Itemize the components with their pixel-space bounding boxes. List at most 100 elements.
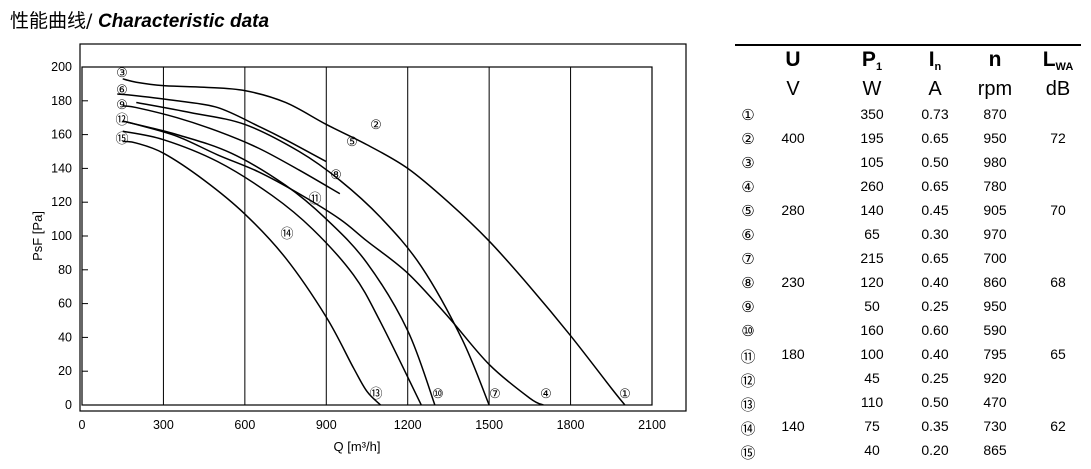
table-row: ⑪ 180 100 0.40 795 65 [735,346,1081,370]
characteristic-curve [122,105,341,195]
x-tick-label: 1200 [394,418,422,432]
cell-speed: 950 [983,298,1007,314]
table-row: ⑨ 50 0.25 950 [735,298,1081,322]
cell-speed: 470 [983,394,1007,410]
characteristic-curve [122,140,382,406]
cell-speed: 980 [983,154,1007,170]
cell-power: 100 [860,346,884,362]
cell-power: 120 [860,274,884,290]
y-tick-label: 160 [51,128,72,142]
header-subscript: WA [1055,61,1074,73]
header-unit: rpm [977,78,1013,100]
table-row: ⑭ 140 75 0.35 730 62 [735,418,1081,442]
table-header-names: U P1 In n LWA [735,48,1081,78]
curve-label: ⑪ [308,191,321,206]
row-id: ① [741,106,755,124]
y-tick-label: 0 [65,398,72,412]
cell-sound: 62 [1050,418,1066,434]
curve-label: ⑧ [330,167,342,182]
cell-power: 50 [864,298,880,314]
header-subscript: 1 [875,61,883,73]
page-title: 性能曲线/ Characteristic data [10,6,269,33]
header-symbol: I [928,48,935,71]
y-tick-label: 120 [51,195,72,209]
cell-power: 105 [860,154,884,170]
x-axis-label: Q [m³/h] [334,439,381,454]
x-tick-label: 1800 [557,418,585,432]
cell-speed: 870 [983,106,1007,122]
cell-current: 0.35 [921,418,949,434]
cell-current: 0.73 [921,106,949,122]
row-id: ⑬ [740,396,756,414]
row-id: ⑨ [741,298,755,316]
y-axis-label: PsF [Pa] [30,211,45,261]
header-symbol: n [988,48,1002,71]
title-english: Characteristic data [97,11,270,32]
title-chinese: 性能曲线/ [10,10,93,32]
table-row: ① 350 0.73 870 [735,106,1081,130]
header-subscript: n [934,61,942,73]
header-unit: W [862,78,882,100]
cell-voltage: 180 [781,346,805,362]
row-id: ③ [741,154,755,172]
cell-voltage: 280 [781,202,805,218]
cell-power: 260 [860,178,884,194]
cell-current: 0.65 [921,130,949,146]
cell-power: 65 [864,226,880,242]
cell-power: 195 [860,130,884,146]
header-symbol: P [861,48,876,71]
cell-speed: 920 [983,370,1007,386]
row-id: ⑩ [741,322,755,340]
header-i: In [915,48,955,73]
x-tick-label: 1500 [475,418,503,432]
cell-current: 0.20 [921,442,949,458]
header-p: P1 [847,48,897,73]
start-label: ⑨ [116,97,128,112]
header-unit: dB [1045,78,1071,100]
end-label: ① [619,386,631,401]
table-row: ⑬ 110 0.50 470 [735,394,1081,418]
characteristic-curve [136,101,490,406]
cell-speed: 780 [983,178,1007,194]
row-id: ⑧ [741,274,755,292]
cell-voltage: 140 [781,418,805,434]
header-n: n [973,48,1017,72]
y-tick-label: 180 [51,94,72,108]
cell-current: 0.45 [921,202,949,218]
cell-current: 0.60 [921,322,949,338]
header-unit: A [928,78,942,100]
cell-speed: 700 [983,250,1007,266]
table-row: ⑤ 280 140 0.45 905 70 [735,202,1081,226]
y-tick-label: 40 [58,330,72,344]
end-label: ⑩ [432,386,444,401]
curve-label: ⑭ [280,226,293,241]
cell-speed: 905 [983,202,1007,218]
cell-current: 0.50 [921,154,949,170]
cell-current: 0.25 [921,298,949,314]
table-row: ⑥ 65 0.30 970 [735,226,1081,250]
cell-power: 75 [864,418,880,434]
y-tick-label: 80 [58,263,72,277]
start-label: ⑫ [115,112,128,127]
cell-power: 140 [860,202,884,218]
cell-current: 0.40 [921,274,949,290]
row-id: ④ [741,178,755,196]
start-label: ⑥ [116,82,128,97]
header-u: U [773,48,813,72]
y-tick-label: 100 [51,229,72,243]
cell-current: 0.25 [921,370,949,386]
row-id: ⑫ [740,372,756,390]
cell-voltage: 400 [781,130,805,146]
x-tick-label: 300 [153,418,174,432]
cell-sound: 68 [1050,274,1066,290]
y-tick-label: 140 [51,161,72,175]
characteristic-curve [117,93,327,163]
cell-power: 160 [860,322,884,338]
header-symbol: L [1042,48,1056,71]
table-row: ⑧ 230 120 0.40 860 68 [735,274,1081,298]
row-id: ② [741,130,755,148]
header-l: LWA [1035,48,1081,73]
cell-sound: 72 [1050,130,1066,146]
cell-power: 110 [860,394,884,410]
